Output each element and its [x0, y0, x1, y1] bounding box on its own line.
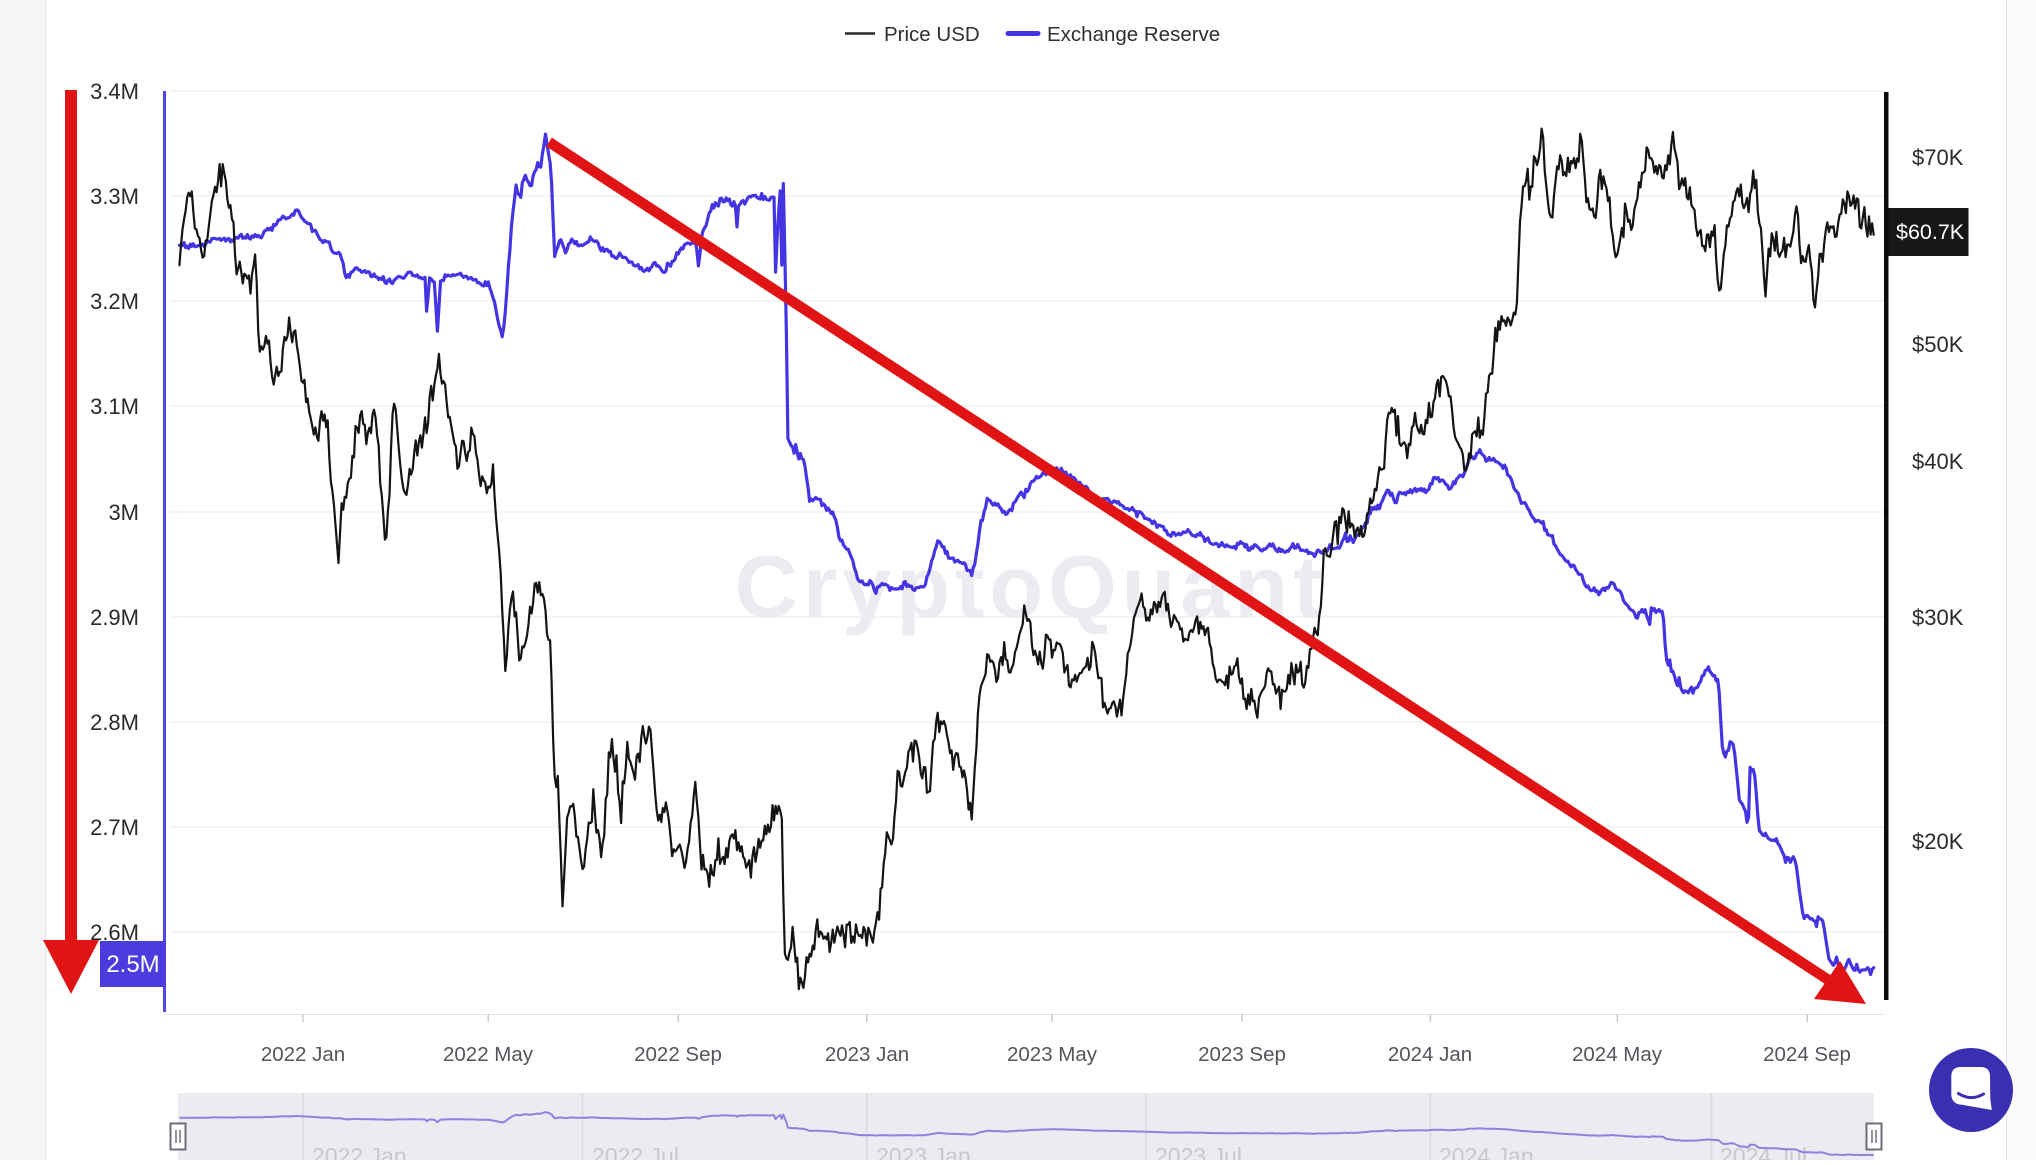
svg-text:2024 Jan: 2024 Jan [1439, 1143, 1534, 1160]
svg-text:Price USD: Price USD [884, 23, 980, 46]
svg-text:CryptoQuant: CryptoQuant [735, 537, 1328, 636]
svg-text:3.4M: 3.4M [90, 79, 139, 104]
svg-text:2023 Jul: 2023 Jul [1155, 1143, 1242, 1160]
svg-text:$60.7K: $60.7K [1896, 220, 1965, 244]
svg-text:3.1M: 3.1M [90, 394, 139, 419]
svg-text:$40K: $40K [1912, 449, 1964, 474]
svg-text:$50K: $50K [1912, 332, 1964, 357]
svg-text:2022 Jul: 2022 Jul [592, 1143, 679, 1160]
svg-text:2023 Jan: 2023 Jan [825, 1043, 909, 1066]
svg-text:2022 Jan: 2022 Jan [312, 1143, 407, 1160]
svg-text:3.3M: 3.3M [90, 184, 139, 209]
svg-text:$70K: $70K [1912, 145, 1964, 170]
svg-text:2022 Jan: 2022 Jan [261, 1043, 345, 1066]
svg-text:3M: 3M [108, 500, 139, 525]
svg-text:3.2M: 3.2M [90, 289, 139, 314]
svg-text:2023 Sep: 2023 Sep [1198, 1043, 1286, 1066]
svg-text:2024 Jul: 2024 Jul [1720, 1143, 1807, 1160]
svg-text:2023 May: 2023 May [1007, 1043, 1098, 1066]
svg-text:2.9M: 2.9M [90, 605, 139, 630]
svg-text:2.7M: 2.7M [90, 815, 139, 840]
svg-text:2022 Sep: 2022 Sep [634, 1043, 722, 1066]
svg-text:2023 Jan: 2023 Jan [876, 1143, 971, 1160]
svg-text:2024 Jan: 2024 Jan [1388, 1043, 1472, 1066]
svg-text:Exchange Reserve: Exchange Reserve [1047, 23, 1220, 46]
svg-text:2024 May: 2024 May [1572, 1043, 1663, 1066]
svg-text:2.5M: 2.5M [106, 951, 159, 978]
svg-text:2.8M: 2.8M [90, 710, 139, 735]
svg-text:2024 Sep: 2024 Sep [1763, 1043, 1851, 1066]
svg-text:$20K: $20K [1912, 829, 1964, 854]
svg-text:$30K: $30K [1912, 605, 1964, 630]
svg-text:2022 May: 2022 May [443, 1043, 534, 1066]
